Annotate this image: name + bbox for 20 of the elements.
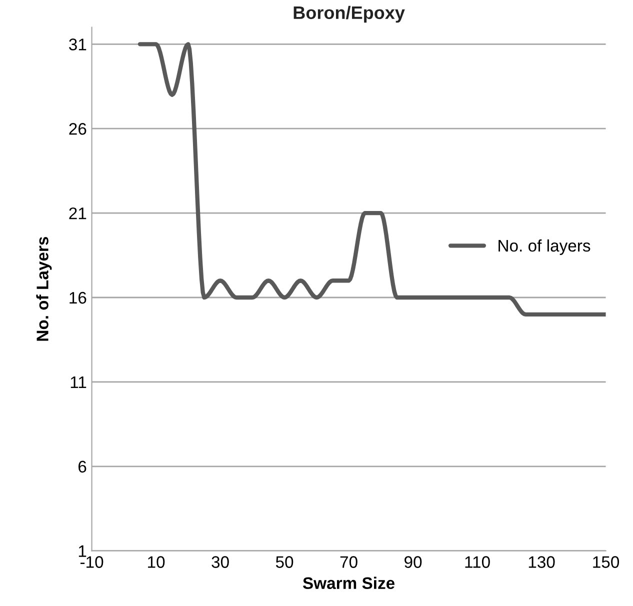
- y-tick-label: 6: [78, 460, 86, 473]
- y-tick-label: 16: [70, 292, 86, 304]
- x-tick-label: 90: [404, 556, 422, 568]
- x-tick-label: 130: [528, 556, 555, 568]
- y-tick-label: 11: [70, 376, 86, 388]
- x-tick-label: 30: [212, 556, 229, 568]
- x-tick-label: 70: [340, 556, 358, 568]
- x-tick-label: 150: [593, 556, 620, 568]
- legend-label: No. of layers: [498, 239, 590, 255]
- x-tick-label: 10: [148, 556, 165, 568]
- y-axis-title: No. of Layers: [36, 236, 52, 341]
- y-tick-label: 1: [78, 545, 86, 557]
- y-tick-label: 26: [69, 123, 86, 135]
- chart-title: Boron/Epoxy: [294, 6, 405, 23]
- x-axis-title: Swarm Size: [302, 576, 395, 590]
- y-tick-label: 21: [69, 207, 86, 220]
- x-tick-label: 50: [276, 556, 294, 568]
- x-tick-label: 110: [465, 556, 490, 568]
- x-tick-label: -10: [80, 556, 104, 568]
- y-tick-label: 31: [69, 38, 86, 50]
